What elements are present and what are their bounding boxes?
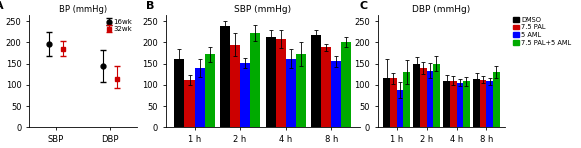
Bar <box>397 90 403 127</box>
Legend: 16wk, 32wk: 16wk, 32wk <box>106 18 133 33</box>
Bar <box>433 64 440 127</box>
Bar <box>185 80 195 127</box>
Bar <box>403 72 410 127</box>
Bar <box>220 26 230 127</box>
Bar <box>463 81 469 127</box>
Bar <box>205 54 214 127</box>
Bar <box>450 81 457 127</box>
Bar <box>240 63 250 127</box>
Bar <box>250 33 260 127</box>
Bar <box>493 72 500 127</box>
Bar <box>457 83 463 127</box>
Title: SBP (mmHg): SBP (mmHg) <box>234 5 292 14</box>
Bar <box>275 39 286 127</box>
Text: C: C <box>360 1 368 11</box>
Bar <box>383 78 390 127</box>
Text: A: A <box>0 1 3 11</box>
Bar <box>230 45 240 127</box>
Bar <box>296 54 306 127</box>
Bar <box>286 58 296 127</box>
Bar <box>420 68 426 127</box>
Bar <box>311 35 321 127</box>
Bar <box>390 78 397 127</box>
Bar <box>414 65 420 127</box>
Bar <box>486 81 493 127</box>
Legend: DMSO, 7.5 PAL, 5 AML, 7.5 PAL+5 AML: DMSO, 7.5 PAL, 5 AML, 7.5 PAL+5 AML <box>512 16 572 46</box>
Bar <box>195 68 205 127</box>
Bar <box>341 42 352 127</box>
Bar <box>266 37 275 127</box>
Bar <box>480 80 486 127</box>
Text: B: B <box>146 1 155 11</box>
Bar <box>443 81 450 127</box>
Bar <box>474 79 480 127</box>
Bar <box>321 48 331 127</box>
Title: BP (mmHg): BP (mmHg) <box>59 5 107 14</box>
Bar <box>174 58 185 127</box>
Bar <box>331 61 341 127</box>
Bar <box>426 71 433 127</box>
Title: DBP (mmHg): DBP (mmHg) <box>413 5 471 14</box>
